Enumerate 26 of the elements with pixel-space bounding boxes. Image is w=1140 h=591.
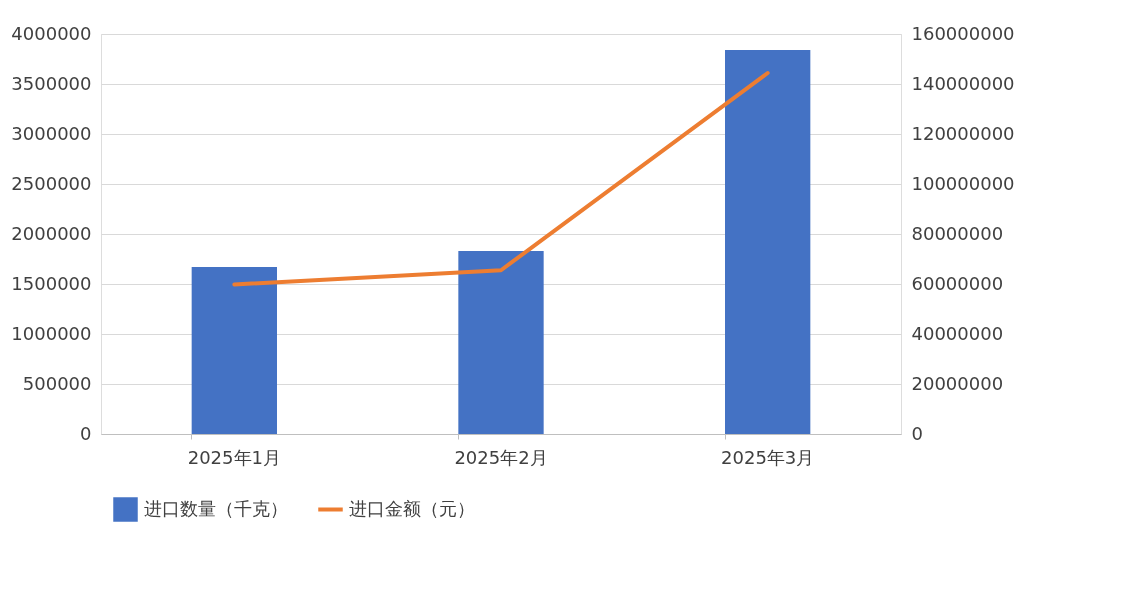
y-tick-label: 1000000: [11, 322, 92, 344]
y2-tick-label: 100000000: [911, 172, 1015, 194]
y2-tick-label: 0: [911, 422, 923, 444]
y2-tick-label: 60000000: [911, 272, 1004, 294]
x-tick-label: 2025年2月: [454, 446, 548, 468]
bar: [725, 50, 811, 434]
y-tick-label: 0: [80, 422, 92, 444]
x-tick-label: 2025年3月: [721, 446, 815, 468]
y2-tick-label: 40000000: [911, 322, 1004, 344]
y2-tick-label: 160000000: [911, 22, 1015, 44]
y-tick-label: 4000000: [11, 22, 92, 44]
y-tick-label: 3500000: [11, 72, 92, 94]
legend-label: 进口数量（千克）: [144, 497, 288, 519]
y2-tick-label: 20000000: [911, 372, 1004, 394]
y-tick-label: 2500000: [11, 172, 92, 194]
y-tick-label: 1500000: [11, 272, 92, 294]
bar: [191, 267, 277, 434]
y-tick-label: 500000: [22, 372, 92, 394]
x-tick-label: 2025年1月: [187, 446, 281, 468]
y-tick-label: 2000000: [11, 222, 92, 244]
y2-tick-label: 140000000: [911, 72, 1015, 94]
y-tick-label: 3000000: [11, 122, 92, 144]
y2-tick-label: 80000000: [911, 222, 1004, 244]
y2-tick-label: 120000000: [911, 122, 1015, 144]
bar: [458, 251, 544, 434]
legend-label: 进口金额（元）: [349, 497, 475, 519]
